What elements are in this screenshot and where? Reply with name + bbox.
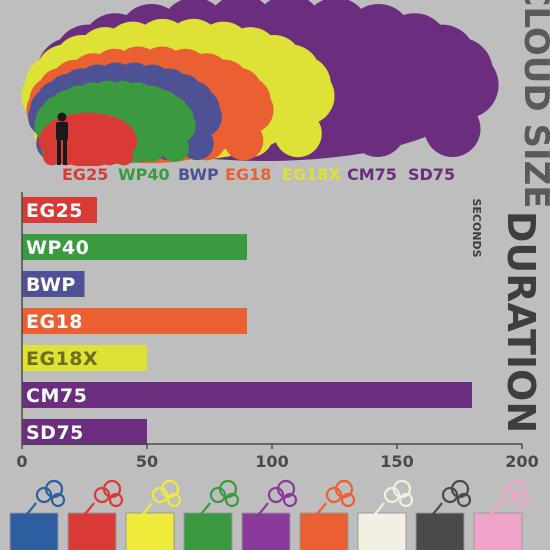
smoke-puff-icon	[315, 479, 356, 516]
tick-label: 50	[136, 452, 158, 471]
smoke-puff-icon	[489, 479, 530, 516]
bar-label: WP40	[26, 237, 89, 259]
color-swatch	[415, 512, 465, 550]
cloud-layer	[38, 112, 138, 167]
cloud-size-title: CLOUD SIZE	[516, 0, 550, 209]
cloud-size-graphic	[0, 0, 550, 196]
legend-item: WP40	[118, 165, 170, 184]
color-swatch-row	[9, 479, 530, 550]
bar	[22, 197, 97, 223]
bar	[22, 234, 247, 260]
smoke-puff-icon	[25, 479, 66, 516]
smoke-puff-icon	[199, 479, 240, 516]
bar-label: EG18X	[26, 348, 98, 370]
legend-item: EG25	[62, 165, 108, 184]
bars-group: EG25 WP40 BWP EG18 EG18X CM75 SD75	[22, 197, 472, 445]
color-swatch	[299, 512, 349, 550]
tick-label: 100	[255, 452, 288, 471]
bar	[22, 345, 147, 371]
bar	[22, 382, 472, 408]
x-axis-ticks: 0 50 100 150 200	[16, 444, 539, 471]
bar-label: EG18	[26, 311, 83, 333]
smoke-puff-icon	[141, 479, 182, 516]
bar-label: BWP	[26, 274, 76, 296]
unit-label: SECONDS	[470, 198, 483, 257]
bar	[22, 419, 147, 445]
bar	[22, 271, 85, 297]
color-swatch	[473, 512, 523, 550]
color-swatch	[241, 512, 291, 550]
legend-item: EG18	[225, 165, 271, 184]
legend: EG25 WP40 BWP EG18 EG18X CM75 SD75	[62, 165, 455, 184]
smoke-puff-icon	[257, 479, 298, 516]
tick-label: 200	[505, 452, 538, 471]
chart-title: DURATION	[499, 211, 543, 433]
color-swatch	[67, 512, 117, 550]
legend-item: CM75	[347, 165, 397, 184]
color-swatch	[125, 512, 175, 550]
legend-item: SD75	[408, 165, 455, 184]
smoke-puff-icon	[83, 479, 124, 516]
bar-label: CM75	[26, 385, 87, 407]
person-scale-icon	[56, 112, 68, 165]
legend-item: EG18X	[282, 165, 341, 184]
color-swatch	[357, 512, 407, 550]
smoke-puff-icon	[373, 479, 414, 516]
tick-label: 150	[380, 452, 413, 471]
color-swatch	[9, 512, 59, 550]
bar-label: EG25	[26, 200, 83, 222]
bar	[22, 308, 247, 334]
legend-item: BWP	[178, 165, 219, 184]
color-swatch	[183, 512, 233, 550]
bar-label: SD75	[26, 422, 84, 444]
tick-label: 0	[16, 452, 27, 471]
smoke-puff-icon	[431, 479, 472, 516]
